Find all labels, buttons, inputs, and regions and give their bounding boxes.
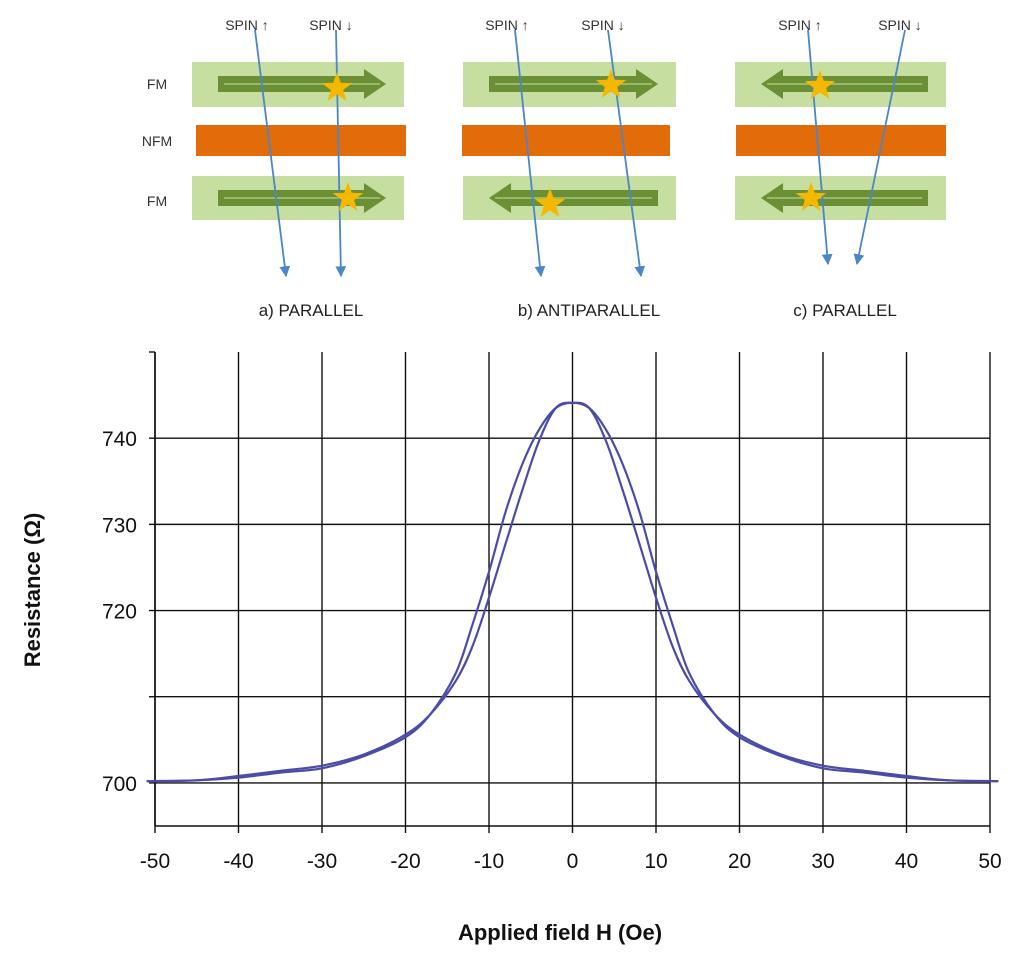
scattering-star-bottom <box>534 188 566 217</box>
y-axis-title: Resistance (Ω) <box>20 513 45 668</box>
x-tick-label: -20 <box>390 850 420 873</box>
x-tick-label: 40 <box>895 850 918 873</box>
diagram-panel-3: SPIN ↑ SPIN ↓ c) PARALLEL <box>735 17 946 320</box>
spin-up-path <box>807 29 833 266</box>
spin-down-label: SPIN ↓ <box>581 17 625 33</box>
nfm-layer <box>736 125 946 156</box>
nfm-layer <box>462 125 670 156</box>
scattering-star-top <box>321 72 353 101</box>
layer-label-nfm: NFM <box>142 133 172 149</box>
magnetization-arrow-top <box>761 69 928 99</box>
y-tick-label: 740 <box>102 428 137 451</box>
spin-down-label: SPIN ↓ <box>878 17 922 33</box>
spin-up-path <box>514 29 546 278</box>
x-tick-label: 20 <box>728 850 751 873</box>
scattering-star-top <box>804 70 836 99</box>
spin-down-path <box>607 29 646 278</box>
x-tick-label: 30 <box>811 850 834 873</box>
spin-up-path <box>254 29 291 278</box>
spin-up-label: SPIN ↑ <box>485 17 529 33</box>
spin-down-label: SPIN ↓ <box>309 17 353 33</box>
x-tick-label: -10 <box>474 850 504 873</box>
scattering-star-bottom <box>332 182 364 211</box>
spin-down-path <box>853 29 906 266</box>
x-tick-label: 0 <box>567 850 579 873</box>
spin-up-label: SPIN ↑ <box>778 17 822 33</box>
panel-caption: a) PARALLEL <box>259 301 364 320</box>
diagram-panel-1: SPIN ↑ SPIN ↓ a) PARALLEL <box>192 17 406 320</box>
spin-up-label: SPIN ↑ <box>225 17 269 33</box>
y-tick-label: 720 <box>102 601 137 624</box>
resistance-chart: 700 720 730 740 -50 -40 -30 -20 -10 0 10 20 30 40 50 Ap… <box>20 351 1002 945</box>
series-line-2 <box>146 401 999 783</box>
panel-caption: b) ANTIPARALLEL <box>518 301 660 320</box>
panel-caption: c) PARALLEL <box>793 301 897 320</box>
spin-down-path <box>335 29 347 278</box>
x-tick-label: -30 <box>307 850 337 873</box>
x-tick-label: -50 <box>140 850 170 873</box>
y-tick-label: 730 <box>102 514 137 537</box>
x-tick-label: 10 <box>644 850 667 873</box>
scattering-star-top <box>595 69 627 98</box>
nfm-layer <box>196 125 406 156</box>
magnetization-arrow-bottom <box>761 183 928 213</box>
x-tick-label: 50 <box>978 850 1001 873</box>
layer-label-fm: FM <box>147 193 167 209</box>
x-axis-title: Applied field H (Oe) <box>458 920 662 945</box>
scattering-star-bottom <box>795 182 827 211</box>
layer-label-fm: FM <box>147 76 167 92</box>
x-tick-label: -40 <box>223 850 253 873</box>
diagram-panel-2: SPIN ↑ SPIN ↓ b) ANTIPARALLEL <box>462 17 676 320</box>
y-tick-label: 700 <box>102 773 137 796</box>
